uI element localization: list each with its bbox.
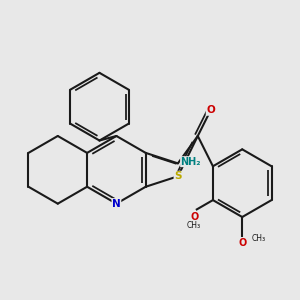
Text: O: O [191,212,199,222]
Text: CH₃: CH₃ [252,234,266,243]
Text: N: N [112,199,121,209]
Text: O: O [206,105,215,115]
Text: NH₂: NH₂ [181,157,201,167]
Text: CH₃: CH₃ [186,221,200,230]
Text: S: S [174,171,182,181]
Text: O: O [239,238,247,248]
